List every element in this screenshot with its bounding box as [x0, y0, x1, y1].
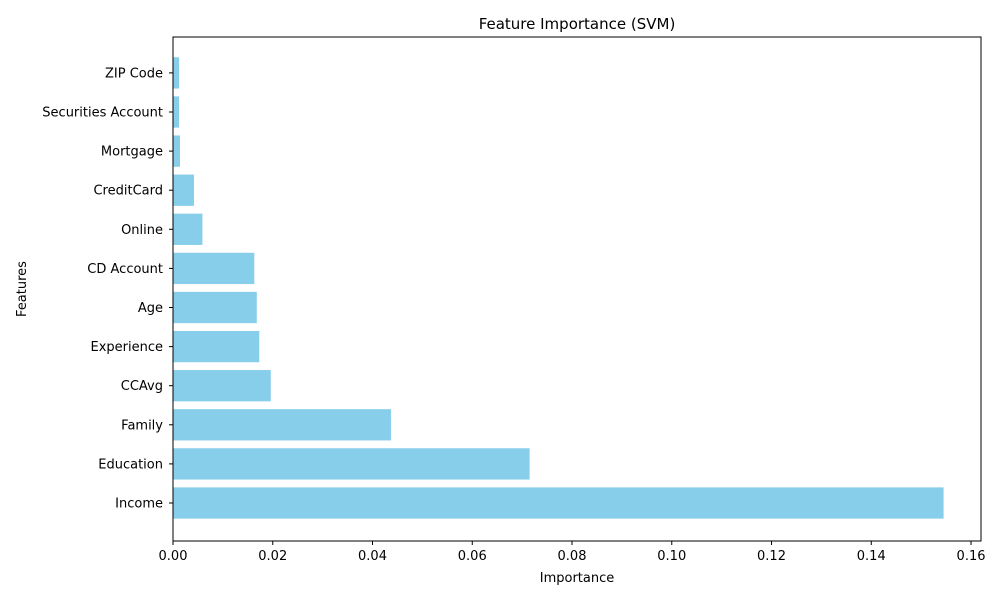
- x-tick-label: 0.02: [258, 549, 287, 564]
- y-tick-label: Education: [98, 457, 163, 472]
- x-tick-label: 0.14: [857, 549, 886, 564]
- bar-age: [173, 291, 257, 324]
- x-tick-label: 0.04: [358, 549, 387, 564]
- bar-cd-account: [173, 252, 255, 285]
- chart-title: Feature Importance (SVM): [479, 15, 676, 33]
- y-tick-label: Age: [138, 301, 163, 316]
- x-tick-label: 0.06: [458, 549, 487, 564]
- x-axis-label: Importance: [540, 571, 615, 586]
- y-axis-label: Features: [15, 261, 30, 317]
- bar-experience: [173, 330, 260, 363]
- y-tick-label: CreditCard: [93, 184, 163, 199]
- x-tick-label: 0.08: [558, 549, 587, 564]
- bar-creditcard: [173, 174, 194, 206]
- bar-family: [173, 409, 391, 441]
- y-tick-label: Income: [115, 497, 163, 512]
- bar-income: [173, 487, 944, 519]
- x-tick-label: 0.00: [159, 549, 188, 564]
- x-tick-label: 0.10: [657, 549, 686, 564]
- plot-frame: [172, 36, 982, 542]
- y-tick-label: CD Account: [87, 262, 163, 277]
- y-tick-label: Experience: [91, 340, 164, 355]
- bar-education: [173, 448, 530, 480]
- bar-mortgage: [173, 135, 180, 167]
- x-axis-ticks: 0.00 0.02 0.04 0.06 0.08 0.10 0.12 0.14 0.16: [159, 541, 986, 564]
- x-tick-label: 0.16: [957, 549, 986, 564]
- y-tick-label: Family: [121, 418, 163, 433]
- y-tick-label: Online: [121, 223, 163, 238]
- bar-securities-account: [173, 96, 179, 128]
- y-tick-label: CCAvg: [121, 379, 163, 394]
- bar-ccavg: [173, 370, 271, 402]
- y-axis-ticks: Income Education Family CCAvg Experience Age C…: [42, 66, 173, 512]
- y-tick-label: ZIP Code: [105, 66, 163, 81]
- x-tick-label: 0.12: [757, 549, 786, 564]
- y-tick-label: Securities Account: [42, 106, 163, 121]
- bars-group: [173, 57, 944, 519]
- bar-zip-code: [173, 57, 179, 89]
- y-tick-label: Mortgage: [101, 145, 163, 160]
- bar-online: [173, 213, 203, 245]
